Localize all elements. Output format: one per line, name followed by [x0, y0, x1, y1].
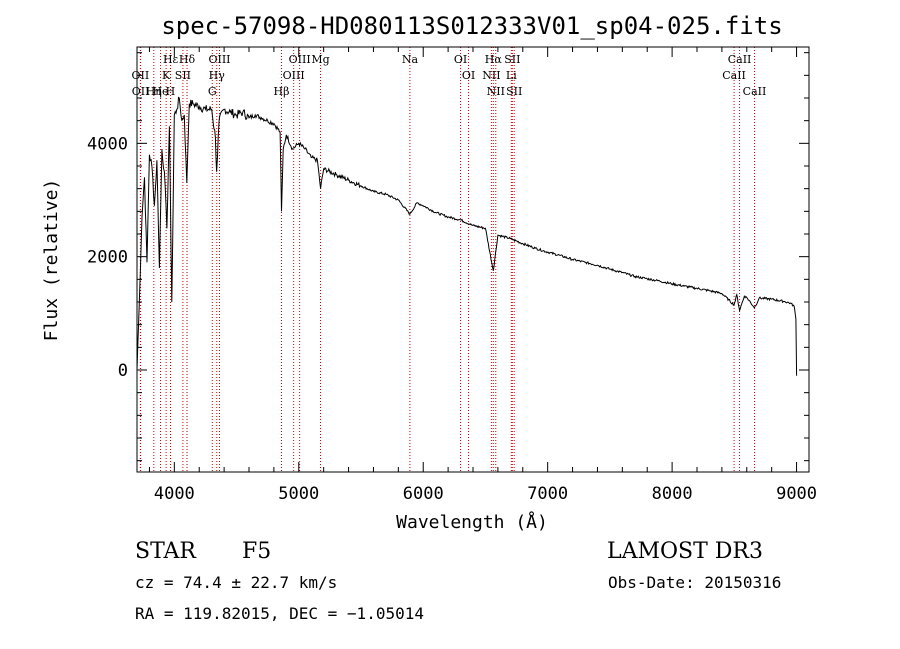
- line-label-26: CaII: [722, 69, 746, 82]
- redshift-velocity: cz = 74.4 ± 22.7 km/s: [135, 573, 338, 592]
- x-tick-label-1: 5000: [278, 484, 319, 504]
- line-label-19: Hα: [485, 53, 503, 66]
- line-label-0: Hε: [163, 53, 179, 66]
- line-label-3: K: [162, 69, 171, 82]
- x-tick-label-4: 8000: [652, 484, 693, 504]
- chart-title: spec-57098-HD080113S012333V01_sp04-025.f…: [161, 12, 782, 40]
- spectral-line-markers: [139, 47, 755, 472]
- observation-date: Obs-Date: 20150316: [608, 573, 782, 592]
- x-tick-label-2: 6000: [403, 484, 444, 504]
- x-tick-label-3: 7000: [527, 484, 568, 504]
- line-label-4: He: [152, 85, 168, 98]
- line-label-5: Hη: [146, 85, 162, 98]
- x-tick-label-5: 9000: [776, 484, 817, 504]
- line-label-20: NII: [482, 69, 500, 82]
- object-class: STAR: [135, 539, 196, 564]
- flux-series: [136, 96, 798, 376]
- line-label-11: G: [208, 85, 217, 98]
- line-label-12: OIII: [289, 53, 311, 66]
- line-label-17: OI: [454, 53, 467, 66]
- y-tick-label-2: 4000: [87, 134, 128, 154]
- survey-name: LAMOST DR3: [607, 539, 763, 564]
- object-subclass: F5: [242, 539, 272, 564]
- line-label-7: H: [166, 85, 176, 98]
- x-tick-label-0: 4000: [154, 484, 195, 504]
- line-label-6: SII: [175, 69, 191, 82]
- x-axis-ticks: 4000 5000 6000 7000 8000 9000: [148, 47, 817, 504]
- x-axis-label: Wavelength (Å): [396, 511, 548, 533]
- line-label-23: Li: [506, 69, 517, 82]
- line-label-8: Hδ: [179, 53, 196, 66]
- y-tick-label-0: 0: [118, 361, 128, 381]
- line-label-9: OIII: [208, 53, 230, 66]
- y-tick-label-1: 2000: [87, 248, 128, 268]
- line-label-21: NII: [487, 85, 505, 98]
- line-label-25: CaII: [728, 53, 752, 66]
- line-label-2: OII: [132, 85, 150, 98]
- line-label-13: OIII: [283, 69, 305, 82]
- y-axis-label: Flux (relative): [41, 179, 62, 342]
- line-label-15: Mg: [311, 53, 329, 66]
- y-axis-ticks: 0 2000 4000: [87, 52, 809, 462]
- flux-line: [136, 96, 798, 376]
- line-label-16: Na: [402, 53, 419, 66]
- line-label-18: OI: [462, 69, 475, 82]
- line-label-22: SII: [504, 53, 520, 66]
- line-label-10: Hγ: [209, 69, 226, 82]
- line-label-24: SII: [506, 85, 522, 98]
- line-label-14: Hβ: [274, 85, 290, 98]
- line-label-27: CaII: [743, 85, 767, 98]
- coordinates: RA = 119.82015, DEC = −1.05014: [135, 604, 424, 623]
